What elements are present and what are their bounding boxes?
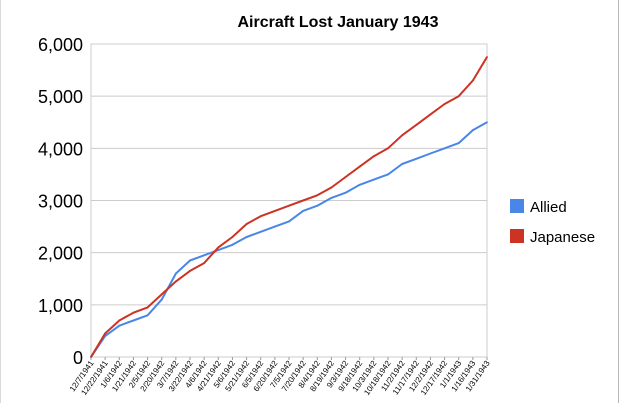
data-point-allied [302, 210, 305, 212]
y-tick-label: 1,000 [38, 296, 83, 316]
data-point-japanese [174, 280, 177, 283]
data-point-japanese [160, 293, 163, 296]
data-point-japanese [330, 186, 333, 189]
data-point-japanese [90, 356, 92, 358]
y-tick-label: 2,000 [38, 244, 83, 264]
legend-label-allied: Allied [530, 199, 567, 216]
series-japanese [90, 56, 488, 358]
data-point-japanese [231, 236, 234, 238]
data-point-allied [217, 249, 220, 251]
data-point-japanese [245, 223, 248, 225]
data-point-allied [401, 163, 404, 165]
data-point-japanese [443, 103, 446, 105]
data-point-japanese [189, 270, 191, 272]
y-tick-label: 6,000 [38, 35, 83, 55]
data-point-japanese [273, 210, 276, 212]
chart-title: Aircraft Lost January 1943 [238, 14, 439, 31]
data-point-allied [457, 142, 460, 145]
data-point-japanese [415, 123, 418, 126]
data-point-japanese [118, 319, 121, 322]
data-point-japanese [401, 134, 404, 137]
data-point-allied [387, 173, 389, 176]
grid-lines [91, 43, 487, 306]
legend-item-japanese: Japanese [510, 229, 595, 246]
data-point-japanese [387, 147, 389, 150]
data-point-allied [316, 204, 319, 207]
data-point-allied [429, 152, 432, 155]
data-point-allied [415, 157, 418, 160]
data-point-allied [330, 196, 333, 199]
data-point-japanese [471, 79, 474, 82]
data-point-japanese [203, 262, 206, 264]
data-point-allied [245, 236, 248, 238]
data-point-japanese [259, 215, 262, 218]
data-point-japanese [132, 311, 135, 314]
data-point-japanese [429, 113, 432, 116]
data-point-allied [344, 191, 347, 194]
legend-label-japanese: Japanese [530, 229, 595, 246]
data-point-allied [189, 259, 191, 262]
data-point-allied [132, 319, 135, 322]
data-point-allied [118, 324, 121, 327]
legend: Allied Japanese [510, 199, 595, 246]
series-group [90, 56, 488, 358]
data-point-allied [471, 129, 474, 131]
data-point-japanese [358, 165, 361, 168]
data-point-allied [174, 272, 177, 275]
y-tick-label: 4,000 [38, 139, 83, 159]
legend-swatch-japanese [510, 229, 524, 243]
data-point-allied [203, 254, 206, 257]
legend-swatch-allied [510, 199, 524, 213]
data-point-allied [443, 147, 446, 150]
data-point-japanese [372, 155, 375, 158]
data-point-allied [259, 230, 262, 233]
data-point-japanese [457, 95, 460, 98]
series-allied [90, 121, 488, 358]
data-point-japanese [146, 306, 149, 309]
data-point-allied [160, 298, 163, 301]
data-point-allied [231, 243, 234, 246]
data-point-japanese [344, 176, 347, 178]
data-point-japanese [316, 194, 319, 197]
data-point-japanese [104, 332, 107, 335]
data-point-allied [358, 183, 361, 186]
data-point-allied [288, 220, 290, 223]
data-point-japanese [486, 56, 488, 58]
data-point-japanese [302, 199, 305, 202]
y-tick-label: 3,000 [38, 192, 83, 212]
y-tick-label: 0 [73, 348, 83, 368]
data-point-allied [486, 121, 488, 124]
data-point-allied [146, 314, 149, 317]
data-point-japanese [217, 246, 220, 249]
data-point-allied [273, 225, 276, 228]
y-axis-labels: 0 1,000 2,000 3,000 4,000 5,000 6,000 [38, 35, 83, 368]
y-tick-label: 5,000 [38, 87, 83, 107]
data-point-japanese [288, 204, 290, 207]
window-edge-left [0, 0, 1, 403]
data-point-allied [372, 178, 375, 181]
legend-item-allied: Allied [510, 199, 567, 216]
